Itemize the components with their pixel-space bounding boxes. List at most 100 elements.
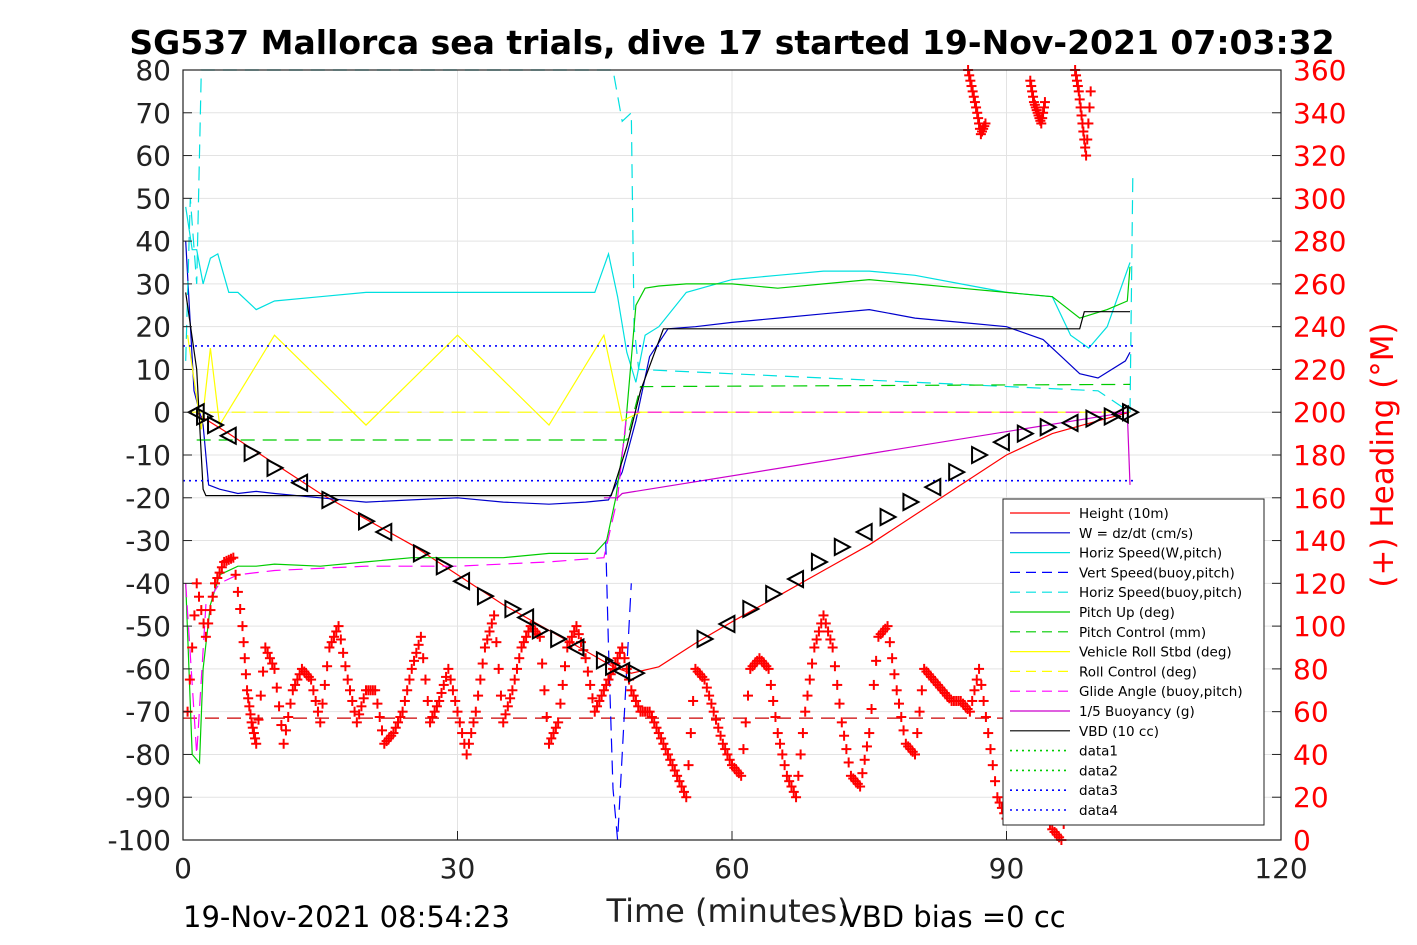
depth-marker xyxy=(1122,402,1141,422)
y-right-tick-label: 280 xyxy=(1293,225,1346,258)
heading-marker xyxy=(786,781,797,792)
heading-marker xyxy=(247,722,258,733)
heading-marker xyxy=(232,586,243,597)
y-tick-label: -90 xyxy=(125,781,171,814)
depth-marker xyxy=(476,586,496,606)
heading-layer xyxy=(182,65,1122,845)
heading-marker xyxy=(603,674,614,685)
heading-marker xyxy=(500,709,511,720)
heading-marker xyxy=(340,661,351,672)
heading-marker xyxy=(335,634,346,645)
heading-marker xyxy=(580,653,591,664)
y-right-tick-label: 340 xyxy=(1293,97,1346,130)
x-tick-label: 30 xyxy=(440,852,476,885)
heading-marker xyxy=(781,770,792,781)
legend-label: Horiz Speed(buoy,pitch) xyxy=(1079,585,1242,601)
legend-label: Horiz Speed(W,pitch) xyxy=(1079,546,1222,562)
heading-marker xyxy=(589,706,600,717)
heading-marker xyxy=(550,722,561,733)
depth-marker xyxy=(289,473,309,493)
y-right-tick-label: 20 xyxy=(1293,781,1329,814)
heading-marker xyxy=(843,757,854,768)
heading-marker xyxy=(770,712,781,723)
heading-marker xyxy=(706,698,717,709)
heading-marker xyxy=(344,685,355,696)
y-tick-label: -20 xyxy=(125,482,171,515)
heading-marker xyxy=(807,658,818,669)
footer-vbd-bias: VBD bias =0 cc xyxy=(842,900,1066,934)
heading-marker xyxy=(418,653,429,664)
legend-label: data3 xyxy=(1079,783,1118,799)
heading-marker xyxy=(791,792,802,803)
y-right-tick-label: 200 xyxy=(1293,396,1346,429)
depth-marker xyxy=(879,507,898,527)
heading-marker xyxy=(914,706,925,717)
series-layer xyxy=(183,69,1135,841)
heading-marker xyxy=(518,637,529,648)
y-right-tick-label: 140 xyxy=(1293,525,1346,558)
heading-marker xyxy=(454,717,465,728)
heading-marker xyxy=(278,738,289,749)
heading-marker xyxy=(841,744,852,755)
heading-marker xyxy=(777,749,788,760)
heading-marker xyxy=(537,658,548,669)
heading-marker xyxy=(722,749,733,760)
heading-marker xyxy=(187,642,198,653)
heading-marker xyxy=(784,776,795,787)
heading-marker xyxy=(413,639,424,650)
legend-label: data2 xyxy=(1079,763,1118,779)
heading-marker xyxy=(511,663,522,674)
depth-marker xyxy=(785,569,805,589)
heading-marker xyxy=(713,722,724,733)
heading-marker xyxy=(662,749,673,760)
heading-marker xyxy=(200,631,211,642)
heading-marker xyxy=(399,695,410,706)
depth-marker xyxy=(854,522,873,542)
heading-marker xyxy=(674,776,685,787)
heading-marker xyxy=(968,91,979,102)
legend-label: Height (10m) xyxy=(1079,506,1169,522)
heading-marker xyxy=(393,717,404,728)
heading-marker xyxy=(864,728,875,739)
heading-marker xyxy=(887,653,898,664)
y-tick-label: 60 xyxy=(135,140,171,173)
y-tick-label: 30 xyxy=(135,268,171,301)
depth-marker xyxy=(696,629,715,649)
heading-marker xyxy=(235,604,246,614)
heading-marker xyxy=(276,720,287,731)
heading-marker xyxy=(258,666,269,677)
depth-marker xyxy=(1039,417,1058,437)
heading-marker xyxy=(633,701,644,712)
heading-marker xyxy=(834,698,845,709)
heading-marker xyxy=(976,679,987,690)
y-right-tick-label: 100 xyxy=(1293,610,1346,643)
depth-marker xyxy=(504,599,523,619)
y-tick-label: -100 xyxy=(107,824,171,857)
heading-marker xyxy=(541,712,552,723)
heading-marker xyxy=(891,685,902,696)
heading-marker xyxy=(967,86,978,97)
heading-marker xyxy=(1084,102,1095,113)
heading-marker xyxy=(1082,134,1093,145)
heading-marker xyxy=(628,690,639,701)
heading-marker xyxy=(704,690,715,701)
heading-marker xyxy=(539,685,550,696)
heading-marker xyxy=(406,663,417,674)
depth-marker xyxy=(1110,404,1129,425)
heading-marker xyxy=(740,717,751,728)
heading-marker xyxy=(466,728,477,739)
heading-marker xyxy=(390,722,401,733)
heading-marker xyxy=(287,685,298,696)
heading-marker xyxy=(317,698,328,709)
heading-marker xyxy=(450,695,461,706)
heading-marker xyxy=(898,725,909,736)
heading-marker xyxy=(354,709,365,720)
heading-marker xyxy=(1083,118,1094,129)
heading-marker xyxy=(509,674,520,685)
heading-marker xyxy=(434,695,445,706)
heading-marker xyxy=(324,642,335,653)
heading-marker xyxy=(667,760,678,771)
y-axis-left: 80 70 60 50 40 30 20 10 0 -10 -20 -30 -40 -50 -60 -70 -8… xyxy=(107,54,192,857)
depth-marker xyxy=(1016,423,1035,444)
heading-marker xyxy=(264,653,275,664)
